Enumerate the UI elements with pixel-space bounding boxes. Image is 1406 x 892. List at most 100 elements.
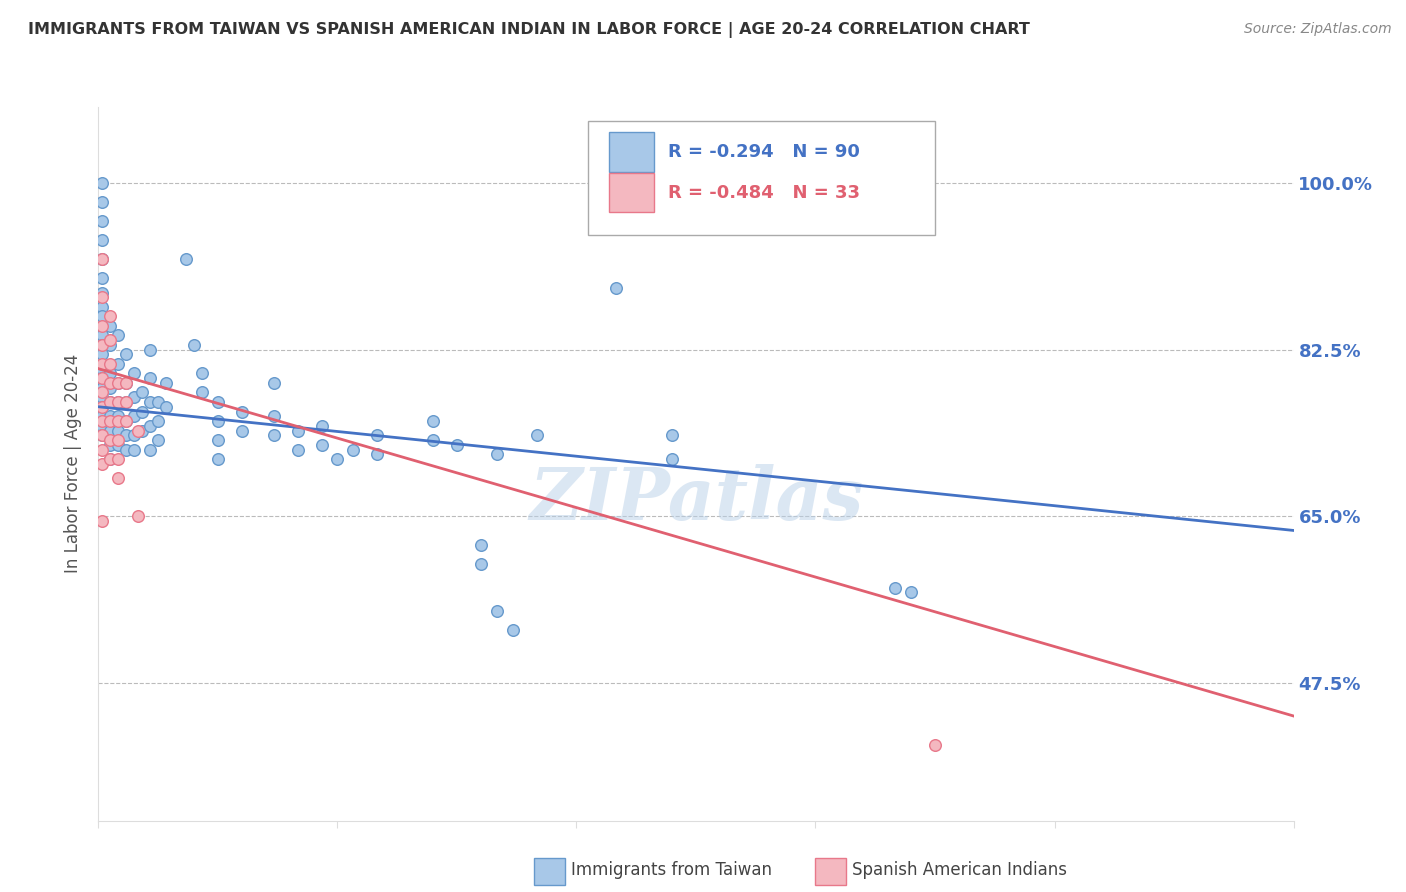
- Point: [263, 409, 285, 424]
- Point: [124, 390, 146, 404]
- Point: [107, 433, 129, 447]
- Y-axis label: In Labor Force | Age 20-24: In Labor Force | Age 20-24: [65, 354, 83, 574]
- Point: [183, 338, 205, 352]
- Point: [91, 400, 114, 414]
- Point: [91, 428, 114, 442]
- Point: [98, 310, 122, 324]
- Point: [485, 447, 508, 461]
- Point: [91, 252, 114, 267]
- FancyBboxPatch shape: [609, 173, 654, 212]
- Point: [91, 442, 114, 457]
- Point: [924, 738, 946, 752]
- Point: [91, 414, 114, 428]
- Point: [91, 176, 114, 190]
- Point: [107, 409, 129, 424]
- Point: [115, 414, 138, 428]
- Point: [131, 424, 153, 438]
- Point: [98, 452, 122, 467]
- Point: [91, 357, 114, 371]
- Point: [91, 338, 114, 352]
- Point: [91, 285, 114, 300]
- Point: [107, 414, 129, 428]
- Point: [98, 333, 122, 347]
- Point: [124, 428, 146, 442]
- Point: [91, 457, 114, 471]
- Point: [174, 252, 197, 267]
- Point: [107, 424, 129, 438]
- Point: [124, 367, 146, 381]
- Point: [98, 318, 122, 333]
- Point: [91, 361, 114, 376]
- Point: [139, 395, 162, 409]
- Point: [263, 376, 285, 390]
- Text: Source: ZipAtlas.com: Source: ZipAtlas.com: [1244, 22, 1392, 37]
- Point: [124, 442, 146, 457]
- Point: [207, 433, 229, 447]
- Point: [98, 433, 122, 447]
- Point: [605, 281, 627, 295]
- Point: [115, 414, 138, 428]
- Point: [287, 424, 309, 438]
- Point: [366, 428, 388, 442]
- Point: [91, 310, 114, 324]
- Point: [91, 385, 114, 400]
- Point: [91, 290, 114, 304]
- Point: [446, 438, 468, 452]
- Point: [98, 424, 122, 438]
- Point: [366, 447, 388, 461]
- Point: [191, 385, 214, 400]
- Point: [91, 514, 114, 528]
- Point: [91, 338, 114, 352]
- Point: [98, 395, 122, 409]
- Point: [139, 442, 162, 457]
- Point: [91, 381, 114, 395]
- Point: [91, 233, 114, 247]
- Point: [207, 414, 229, 428]
- Point: [422, 433, 444, 447]
- Point: [107, 357, 129, 371]
- Point: [191, 367, 214, 381]
- Point: [98, 414, 122, 428]
- Point: [91, 300, 114, 314]
- Point: [148, 433, 170, 447]
- Text: R = -0.294   N = 90: R = -0.294 N = 90: [668, 143, 860, 161]
- Point: [98, 367, 122, 381]
- Point: [91, 371, 114, 385]
- Point: [91, 318, 114, 333]
- Point: [107, 395, 129, 409]
- Point: [91, 409, 114, 424]
- Point: [91, 347, 114, 361]
- Point: [115, 395, 138, 409]
- Point: [91, 371, 114, 385]
- Point: [107, 376, 129, 390]
- Point: [91, 271, 114, 285]
- Point: [127, 509, 149, 524]
- Text: ZIPatlas: ZIPatlas: [529, 464, 863, 535]
- Point: [98, 338, 122, 352]
- Point: [98, 381, 122, 395]
- Point: [131, 404, 153, 418]
- Point: [91, 428, 114, 442]
- Point: [311, 438, 333, 452]
- Point: [107, 376, 129, 390]
- Text: Spanish American Indians: Spanish American Indians: [852, 861, 1067, 879]
- Point: [139, 418, 162, 433]
- Point: [311, 418, 333, 433]
- Point: [884, 581, 907, 595]
- Point: [231, 424, 253, 438]
- Point: [470, 538, 492, 552]
- Point: [485, 604, 508, 618]
- Point: [207, 395, 229, 409]
- Point: [207, 452, 229, 467]
- Point: [107, 471, 129, 485]
- Point: [470, 557, 492, 571]
- Point: [148, 395, 170, 409]
- Point: [107, 328, 129, 343]
- Point: [98, 452, 122, 467]
- Text: Immigrants from Taiwan: Immigrants from Taiwan: [571, 861, 772, 879]
- Point: [91, 390, 114, 404]
- Text: R = -0.484   N = 33: R = -0.484 N = 33: [668, 184, 860, 202]
- Point: [91, 195, 114, 210]
- Point: [91, 214, 114, 228]
- Point: [231, 404, 253, 418]
